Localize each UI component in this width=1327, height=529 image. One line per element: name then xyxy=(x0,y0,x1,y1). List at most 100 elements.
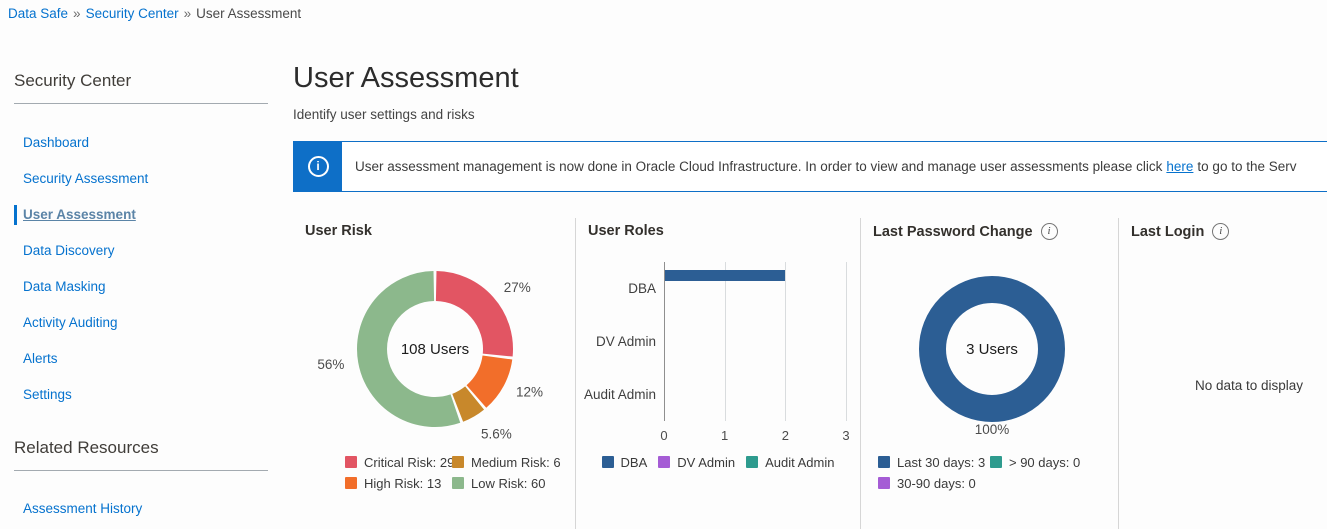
sidebar-section-title-related-resources: Related Resources xyxy=(14,438,159,457)
sidebar-item-activity-auditing[interactable]: Activity Auditing xyxy=(23,315,118,330)
info-banner-icon-box: i xyxy=(294,142,342,191)
legend-item-last-30-days-3: Last 30 days: 3 xyxy=(878,455,985,470)
legend-swatch-icon xyxy=(658,456,671,468)
x-tick-label: 0 xyxy=(660,428,668,443)
sidebar-divider xyxy=(14,470,268,471)
legend-item-dba: DBA xyxy=(601,455,648,470)
info-banner-text-before: User assessment management is now done i… xyxy=(355,159,1163,174)
info-banner-text-after: to go to the Serv xyxy=(1197,159,1297,174)
legend-label: High Risk: 13 xyxy=(364,476,442,491)
here-link[interactable]: here xyxy=(1166,159,1194,174)
sidebar-section-title-security-center: Security Center xyxy=(14,71,132,90)
last-login-info-icon[interactable]: i xyxy=(1212,223,1230,240)
legend-swatch-icon xyxy=(601,456,614,468)
legend-swatch-icon xyxy=(878,477,890,489)
legend-item-medium-risk-6: Medium Risk: 6 xyxy=(452,455,561,470)
donut-pct-label-high-risk: 12% xyxy=(516,385,543,400)
user-roles-title: User Roles xyxy=(588,223,664,239)
legend-label: DV Admin xyxy=(677,455,736,470)
sidebar-item-user-assessment[interactable]: User Assessment xyxy=(14,205,268,225)
category-label-dba: DBA xyxy=(628,280,656,296)
user-risk-title: User Risk xyxy=(305,223,372,239)
donut-pct-label-critical-risk: 27% xyxy=(504,280,531,295)
breadcrumb-separator: » xyxy=(183,6,192,21)
category-label-audit-admin: Audit Admin xyxy=(583,386,656,402)
user-roles-panel: User Roles 0 1 2 3 DBA DV Admin Audit Admin DB… xyxy=(575,218,860,529)
sidebar-item-data-masking[interactable]: Data Masking xyxy=(23,279,106,294)
info-banner: i User assessment management is now done… xyxy=(293,141,1327,192)
sidebar-item-dashboard[interactable]: Dashboard xyxy=(23,135,90,150)
user-roles-legend: DBA DV Admin Audit Admin xyxy=(576,455,860,470)
user-risk-donut-chart: 27% 12% 5.6% 56% 108 Users xyxy=(317,271,543,442)
user-roles-bar-chart: 0 1 2 3 DBA DV Admin Audit Admin xyxy=(576,218,860,529)
page-subtitle: Identify user settings and risks xyxy=(293,107,475,122)
donut-segment-critical-risk xyxy=(435,271,513,357)
legend-label: Last 30 days: 3 xyxy=(897,455,986,470)
x-tick-label: 3 xyxy=(842,428,850,443)
last-password-change-title: Last Password Change xyxy=(873,223,1033,240)
sidebar-item-data-discovery[interactable]: Data Discovery xyxy=(23,243,115,258)
y-axis-line xyxy=(664,262,665,421)
last-password-change-panel: Last Password Change i 100% 3 Users Last … xyxy=(860,218,1118,529)
legend-swatch-icon xyxy=(990,456,1002,468)
donut-segment-medium-risk xyxy=(451,385,485,422)
legend-label: Critical Risk: 29 xyxy=(364,455,455,470)
breadcrumb-item-user-assessment: User Assessment xyxy=(196,6,302,21)
legend-item-critical-risk-29: Critical Risk: 29 xyxy=(345,455,454,470)
legend-swatch-icon xyxy=(345,456,357,468)
legend-label: Medium Risk: 6 xyxy=(471,455,561,470)
last-password-change-info-icon[interactable]: i xyxy=(1040,223,1058,240)
legend-swatch-icon xyxy=(746,456,759,468)
donut-segment-low-risk xyxy=(357,271,461,427)
gridline xyxy=(846,262,847,421)
legend-item-dv-admin: DV Admin xyxy=(658,455,735,470)
sidebar-item-assessment-history[interactable]: Assessment History xyxy=(23,501,143,516)
last-login-panel: Last Login i No data to display xyxy=(1118,218,1327,529)
last-password-change-legend: Last 30 days: 3 > 90 days: 0 30-90 days: 0 xyxy=(878,455,1080,491)
donut-segment-last-30-days xyxy=(919,276,1065,422)
user-risk-panel: User Risk 27% 12% 5.6% 56% 108 Users Critica… xyxy=(293,218,575,529)
x-tick-label: 2 xyxy=(781,428,789,443)
legend-label: Audit Admin xyxy=(765,455,835,470)
category-label-dv-admin: DV Admin xyxy=(595,333,656,349)
sidebar-divider xyxy=(14,103,268,104)
last-login-title: Last Login xyxy=(1131,223,1205,240)
legend-item-audit-admin: Audit Admin xyxy=(746,455,834,470)
no-data-text: No data to display xyxy=(1194,378,1304,393)
bar-dba xyxy=(665,269,786,281)
donut-pct-label-last-30-days: 100% xyxy=(975,422,1010,437)
breadcrumb-item-data-safe[interactable]: Data Safe xyxy=(8,6,69,21)
info-icon: i xyxy=(307,156,329,177)
donut-segment-high-risk xyxy=(465,354,513,408)
page-title: User Assessment xyxy=(293,62,519,94)
donut-center-label: 108 Users xyxy=(401,341,469,358)
breadcrumb: Data Safe » Security Center » User Assessmen… xyxy=(8,6,301,21)
legend-label: 30-90 days: 0 xyxy=(897,476,976,491)
gridline xyxy=(785,262,787,421)
sidebar-item-security-assessment[interactable]: Security Assessment xyxy=(23,171,149,186)
legend-swatch-icon xyxy=(345,477,357,489)
sidebar-item-settings[interactable]: Settings xyxy=(23,387,72,402)
x-tick-label: 1 xyxy=(721,428,729,443)
donut-center-label: 3 Users xyxy=(966,341,1018,358)
sidebar-item-alerts[interactable]: Alerts xyxy=(23,351,58,366)
last-password-change-donut-chart: 100% 3 Users xyxy=(919,276,1065,437)
legend-swatch-icon xyxy=(878,456,890,468)
info-banner-text: User assessment management is now done i… xyxy=(342,159,1296,174)
donut-pct-label-low-risk: 56% xyxy=(317,357,344,372)
gridline xyxy=(724,262,726,421)
legend-item-90-days-0: > 90 days: 0 xyxy=(990,455,1080,470)
breadcrumb-separator: » xyxy=(73,6,81,21)
breadcrumb-item-security-center[interactable]: Security Center xyxy=(85,6,179,21)
legend-item-30-90-days-0: 30-90 days: 0 xyxy=(878,476,980,491)
legend-label: DBA xyxy=(620,455,648,470)
legend-swatch-icon xyxy=(452,456,464,468)
legend-swatch-icon xyxy=(452,477,464,489)
legend-item-low-risk-60: Low Risk: 60 xyxy=(452,476,561,491)
donut-pct-label-medium-risk: 5.6% xyxy=(481,427,512,442)
user-risk-legend: Critical Risk: 29 Medium Risk: 6 High Risk… xyxy=(345,455,561,491)
legend-item-high-risk-13: High Risk: 13 xyxy=(345,476,442,491)
legend-label: Low Risk: 60 xyxy=(471,476,546,491)
legend-label: > 90 days: 0 xyxy=(1009,455,1081,470)
